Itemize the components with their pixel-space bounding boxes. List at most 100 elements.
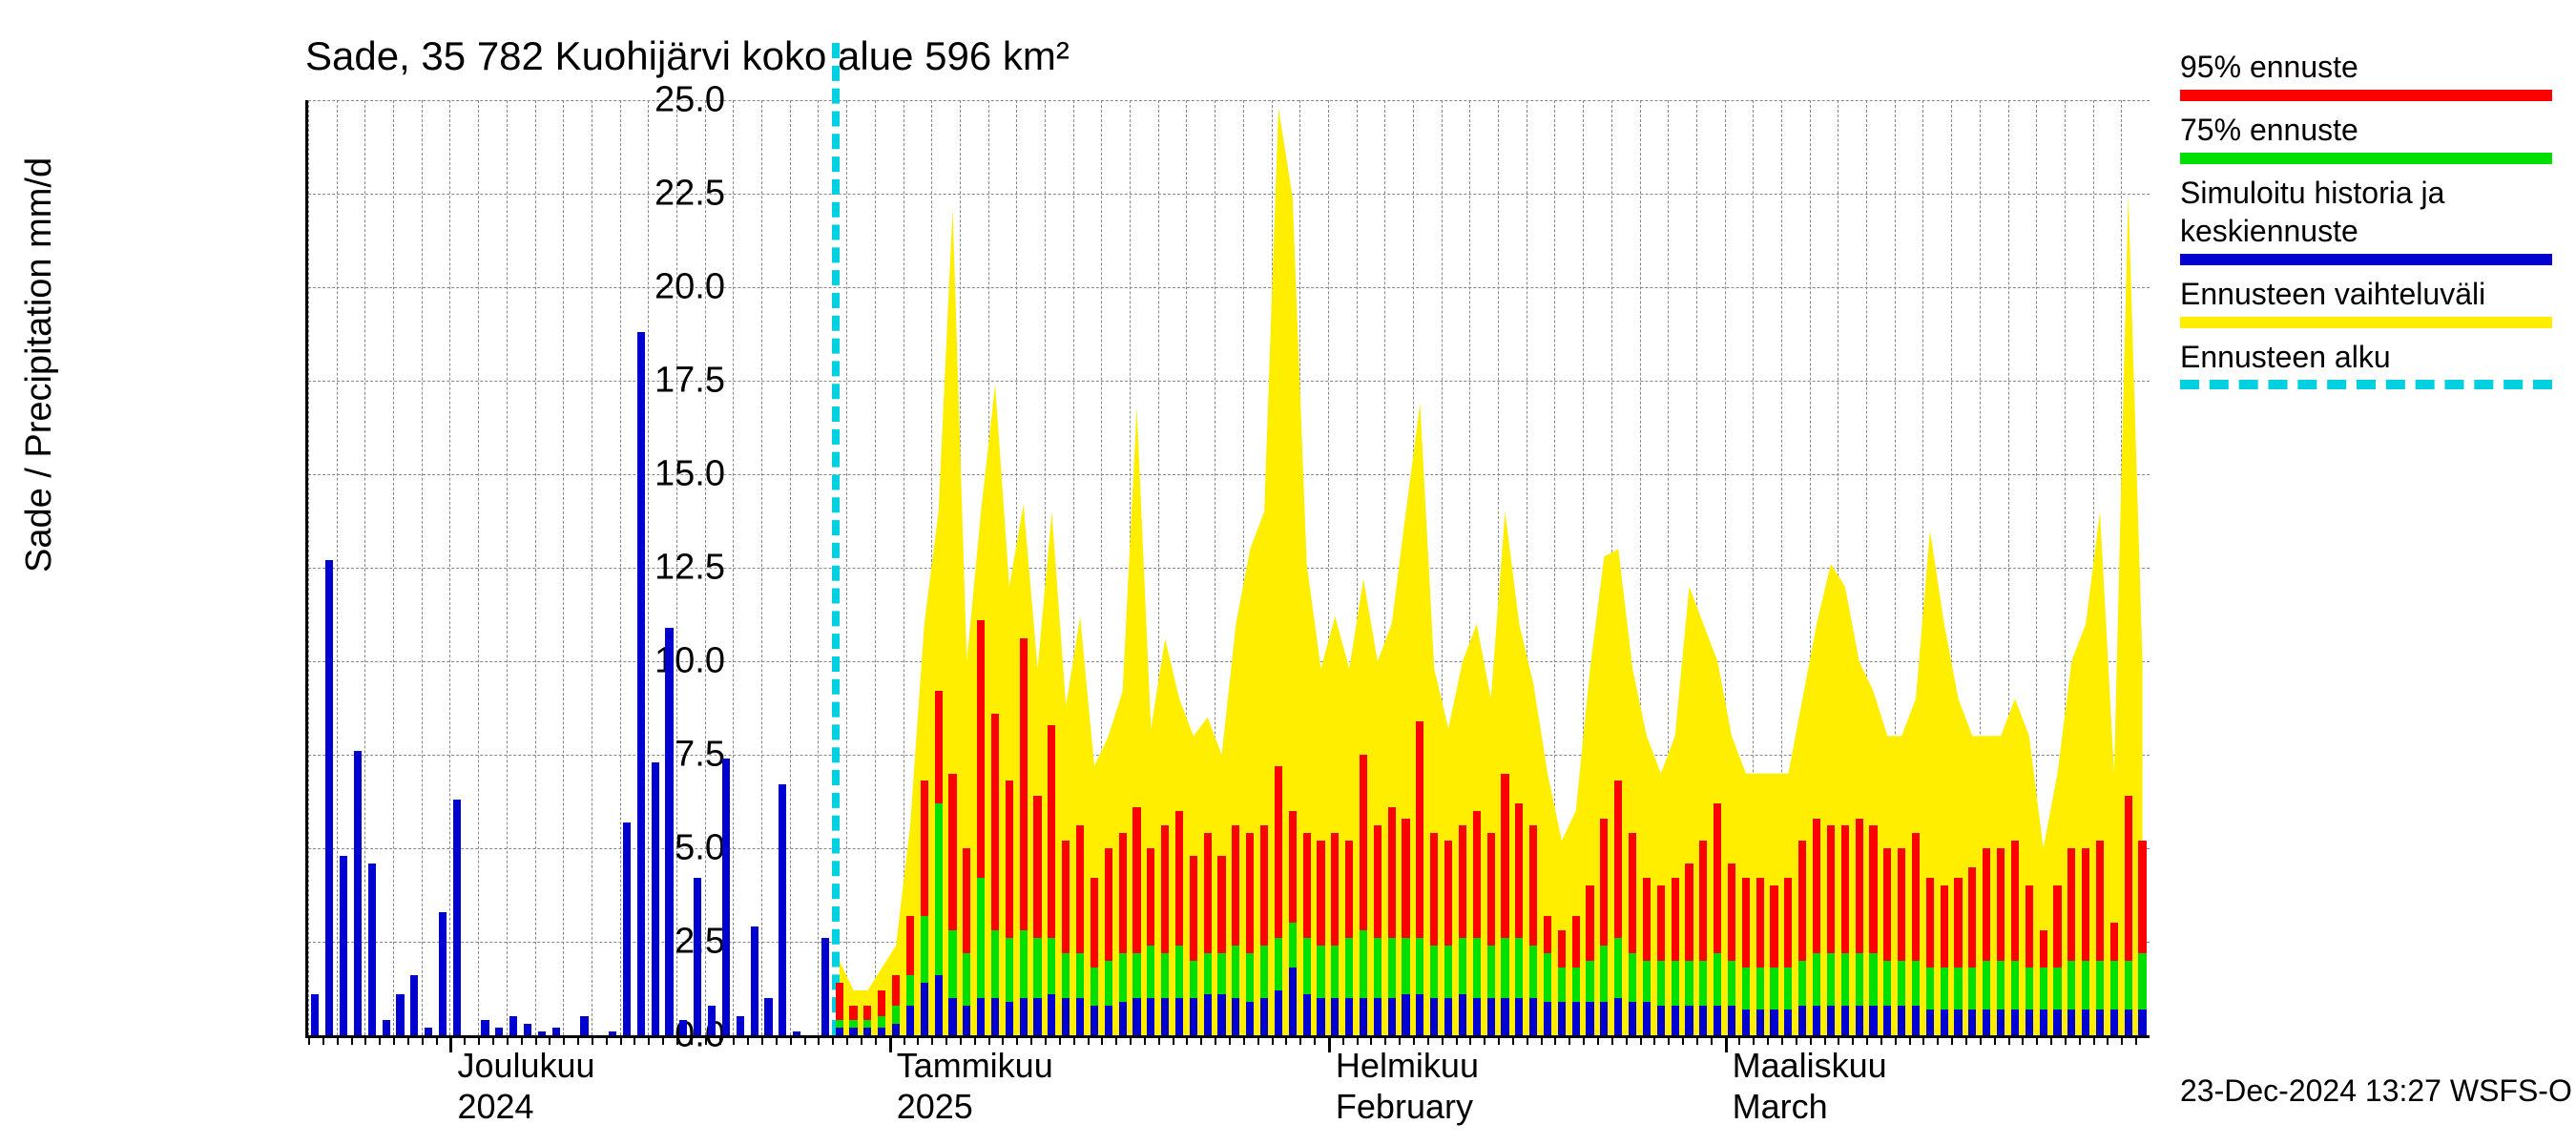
y-tick-label: 25.0 (611, 80, 725, 121)
mid-bar (849, 1028, 857, 1035)
x-tick-minor (1880, 1035, 1882, 1045)
y-axis-label: Sade / Precipitation mm/d (19, 157, 60, 572)
mid-bar (2067, 1010, 2075, 1035)
x-tick-minor (1866, 1035, 1868, 1045)
x-tick-minor (1045, 1035, 1047, 1045)
x-tick-minor (1909, 1035, 1911, 1045)
x-tick-minor (747, 1035, 749, 1045)
legend-label: Ennusteen vaihteluväli (2180, 275, 2552, 313)
x-tick-minor (1272, 1035, 1274, 1045)
mid-bar (1657, 1006, 1665, 1035)
history-bar (509, 1016, 517, 1035)
x-tick-minor (2036, 1035, 2038, 1045)
x-tick-minor (1285, 1035, 1287, 1045)
mid-bar (1672, 1006, 1679, 1035)
x-tick-minor (818, 1035, 820, 1045)
x-tick-minor (337, 1035, 339, 1045)
x-tick-minor (1753, 1035, 1755, 1045)
mid-bar (1941, 1010, 1948, 1035)
history-bar (495, 1028, 503, 1035)
x-tick-minor (492, 1035, 494, 1045)
legend-item: Ennusteen alku (2180, 338, 2552, 389)
x-tick-minor (1810, 1035, 1812, 1045)
x-tick-minor (931, 1035, 933, 1045)
x-tick-minor (521, 1035, 523, 1045)
history-bar (708, 1006, 716, 1035)
mid-bar (836, 1028, 843, 1035)
x-tick-minor (1738, 1035, 1740, 1045)
mid-bar (1119, 1002, 1127, 1035)
history-bar (552, 1028, 560, 1035)
history-bar (396, 994, 404, 1035)
y-tick-label: 20.0 (611, 267, 725, 308)
mid-bar (2053, 1010, 2061, 1035)
x-tick-minor (606, 1035, 608, 1045)
mid-bar (2125, 1010, 2132, 1035)
mid-bar (1586, 1002, 1593, 1035)
mid-bar (1345, 998, 1353, 1035)
mid-bar (1444, 998, 1452, 1035)
x-tick-minor (861, 1035, 862, 1045)
x-tick-minor (1314, 1035, 1316, 1045)
mid-bar (1714, 1006, 1721, 1035)
x-tick-minor (1611, 1035, 1613, 1045)
mid-bar (1544, 1002, 1551, 1035)
x-tick-minor (577, 1035, 579, 1045)
mid-bar (2025, 1010, 2033, 1035)
mid-bar (2011, 1010, 2019, 1035)
history-bar (538, 1031, 546, 1035)
chart-title: Sade, 35 782 Kuohijärvi koko alue 596 km… (305, 33, 1070, 79)
x-tick-minor (1682, 1035, 1684, 1045)
mid-bar (1246, 1002, 1254, 1035)
x-tick-minor (1951, 1035, 1953, 1045)
history-bar (623, 822, 631, 1035)
mid-bar (1798, 1006, 1806, 1035)
mid-bar (1912, 1006, 1920, 1035)
x-tick-minor (1215, 1035, 1216, 1045)
x-tick-minor (2022, 1035, 2024, 1045)
legend-item: 75% ennuste (2180, 111, 2552, 164)
mid-bar (1132, 998, 1140, 1035)
mid-bar (1161, 998, 1169, 1035)
history-bar (453, 800, 461, 1035)
mid-bar (1062, 998, 1070, 1035)
history-bar (637, 332, 645, 1035)
x-tick-minor (1554, 1035, 1556, 1045)
x-tick-minor (1357, 1035, 1359, 1045)
legend-swatch (2180, 153, 2552, 164)
mid-bar (1515, 998, 1523, 1035)
mid-bar (1643, 1002, 1651, 1035)
x-tick-minor (1384, 1035, 1386, 1045)
mid-bar (1147, 998, 1154, 1035)
x-tick-minor (1173, 1035, 1174, 1045)
x-tick-minor (464, 1035, 466, 1045)
x-tick-minor (1937, 1035, 1939, 1045)
mid-bar (1572, 1002, 1580, 1035)
mid-bar (1416, 994, 1423, 1035)
x-tick-minor (478, 1035, 480, 1045)
mid-bar (1317, 998, 1324, 1035)
x-tick-minor (1965, 1035, 1967, 1045)
x-tick-minor (1186, 1035, 1188, 1045)
x-tick-minor (1980, 1035, 1982, 1045)
x-axis-label: HelmikuuFebruary (1336, 1045, 1479, 1127)
x-tick-minor (1796, 1035, 1797, 1045)
x-tick-minor (1469, 1035, 1471, 1045)
x-tick-minor (1399, 1035, 1401, 1045)
x-tick-minor (322, 1035, 324, 1045)
x-tick-minor (2107, 1035, 2109, 1045)
x-tick-minor (592, 1035, 593, 1045)
mid-bar (2096, 1010, 2104, 1035)
x-tick-major (889, 1035, 892, 1052)
history-bar (524, 1024, 531, 1035)
history-bar (354, 751, 362, 1035)
history-bar (665, 628, 673, 1035)
y-tick-label: 22.5 (611, 174, 725, 215)
mid-bar (1629, 1002, 1636, 1035)
x-tick-minor (563, 1035, 565, 1045)
mid-bar (1232, 998, 1239, 1035)
x-tick-minor (1541, 1035, 1543, 1045)
mid-bar (1020, 998, 1028, 1035)
x-tick-minor (1640, 1035, 1642, 1045)
history-bar (751, 926, 758, 1035)
